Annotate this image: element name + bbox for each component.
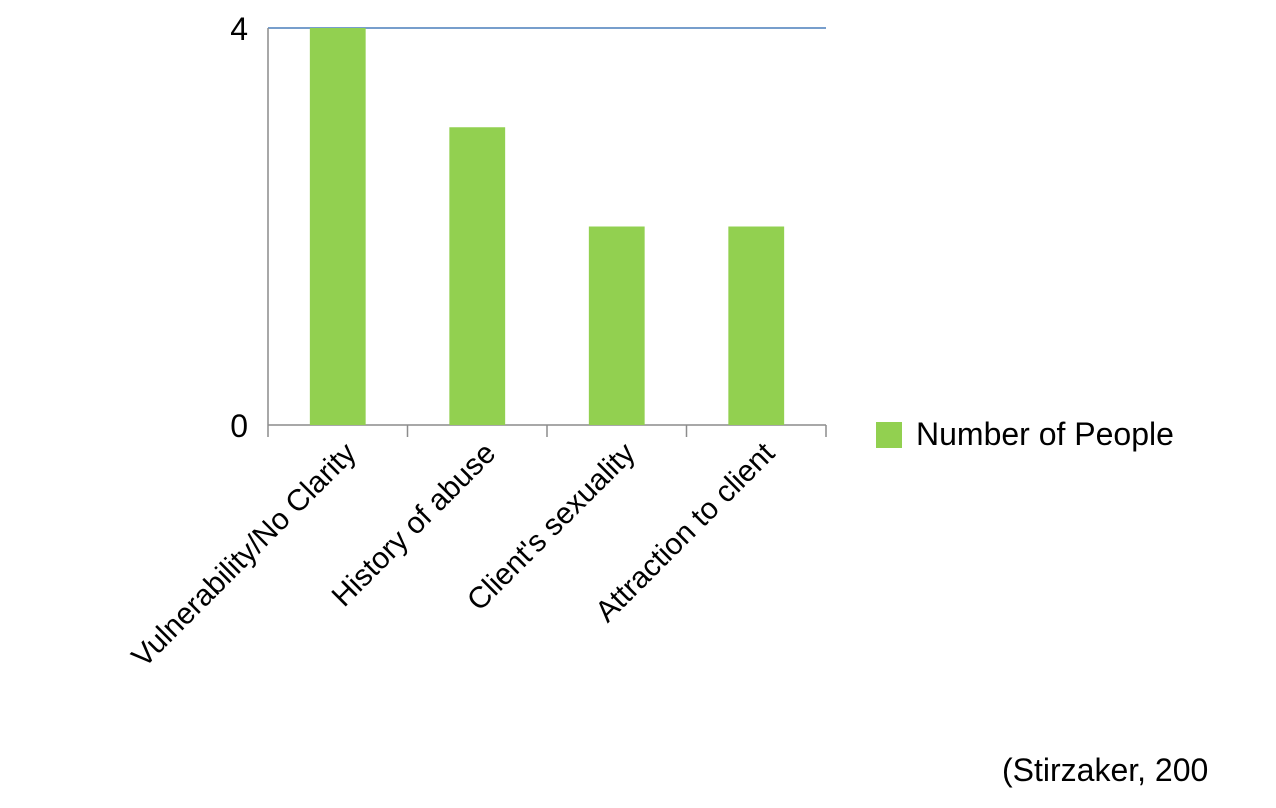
- legend-label: Number of People: [916, 416, 1174, 452]
- bar: [588, 226, 645, 425]
- bar: [309, 28, 366, 425]
- x-category-label: Vulnerability/No Clarity: [126, 437, 363, 674]
- axis-ticks: [267, 425, 827, 437]
- bar: [449, 127, 506, 425]
- bar: [728, 226, 785, 425]
- legend: Number of People: [876, 416, 1174, 453]
- y-tick-label: 0: [230, 408, 248, 444]
- bars-group: [309, 28, 785, 425]
- citation-text: (Stirzaker, 200: [1002, 752, 1209, 788]
- y-tick-label: 4: [230, 11, 248, 47]
- legend-swatch: [876, 421, 902, 448]
- y-tick-labels: 04: [230, 11, 248, 444]
